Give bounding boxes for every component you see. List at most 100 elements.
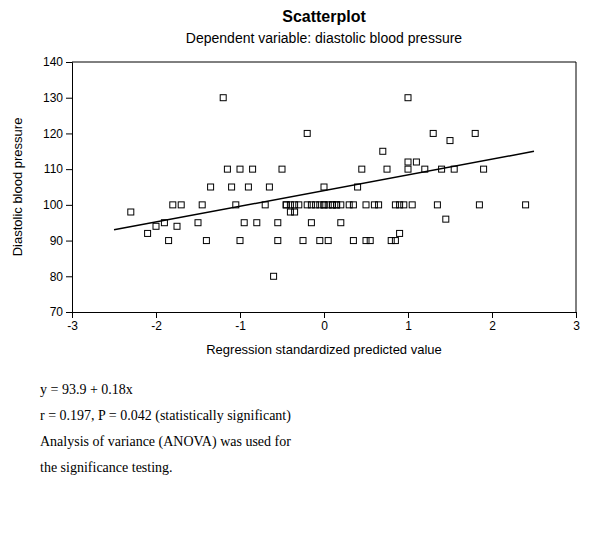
tick-label: -2 — [151, 319, 162, 333]
point — [300, 238, 306, 244]
point — [245, 184, 251, 190]
point — [376, 202, 382, 208]
tick: 2 — [489, 312, 496, 333]
point — [178, 202, 184, 208]
point — [321, 202, 327, 208]
point — [392, 202, 398, 208]
tick-label: -3 — [67, 319, 78, 333]
point — [434, 202, 440, 208]
tick-mark — [66, 98, 72, 99]
tick: 1 — [405, 312, 412, 333]
tick-mark — [408, 312, 409, 318]
marks — [114, 95, 534, 280]
point — [346, 202, 352, 208]
point — [292, 202, 298, 208]
point — [145, 230, 151, 236]
point — [367, 238, 373, 244]
point — [199, 202, 205, 208]
point — [329, 202, 335, 208]
point — [304, 202, 310, 208]
tick-mark — [66, 62, 72, 63]
point — [208, 184, 214, 190]
point — [220, 95, 226, 101]
tick-label: 110 — [44, 162, 63, 176]
frame — [72, 62, 576, 63]
point — [279, 166, 285, 172]
tick-mark — [66, 312, 72, 313]
tick-mark — [324, 312, 325, 318]
point — [266, 184, 272, 190]
point — [325, 238, 331, 244]
point — [401, 202, 407, 208]
point — [413, 159, 419, 165]
tick: 3 — [573, 312, 580, 333]
point — [170, 202, 176, 208]
point — [317, 202, 323, 208]
point — [313, 202, 319, 208]
point — [317, 238, 323, 244]
tick: 140 — [43, 55, 72, 69]
tick-mark — [576, 312, 577, 318]
point — [409, 202, 415, 208]
point — [271, 273, 277, 279]
point — [250, 166, 256, 172]
point — [338, 220, 344, 226]
tick-mark — [492, 312, 493, 318]
point — [304, 130, 310, 136]
tick-mark — [240, 312, 241, 318]
point — [392, 238, 398, 244]
point — [308, 202, 314, 208]
tick: 130 — [43, 91, 72, 105]
point — [363, 202, 369, 208]
subtitle: Dependent variable: diastolic blood pres… — [186, 30, 462, 46]
frame — [576, 62, 577, 312]
annotations: y = 93.9 + 0.18xr = 0.197, P = 0.042 (st… — [40, 382, 291, 475]
point — [325, 202, 331, 208]
annotation: r = 0.197, P = 0.042 (statistically sign… — [40, 408, 291, 424]
annotation: Analysis of variance (ANOVA) was used fo… — [40, 434, 291, 450]
tick: 0 — [321, 312, 328, 333]
tick-mark — [156, 312, 157, 318]
tick-mark — [66, 241, 72, 242]
tick-label: 0 — [321, 319, 328, 333]
tick-mark — [66, 276, 72, 277]
point — [523, 202, 529, 208]
point — [350, 238, 356, 244]
point — [262, 202, 268, 208]
tick-label: 130 — [43, 91, 63, 105]
point — [308, 220, 314, 226]
regression-line — [114, 151, 534, 230]
point — [334, 202, 340, 208]
tick-label: 2 — [489, 319, 496, 333]
point — [287, 202, 293, 208]
point — [472, 130, 478, 136]
tick-mark — [66, 205, 72, 206]
point — [380, 148, 386, 154]
tick: 90 — [50, 234, 72, 248]
point — [224, 166, 230, 172]
tick: 110 — [44, 162, 72, 176]
point — [371, 202, 377, 208]
tick: 120 — [43, 127, 72, 141]
tick-label: 140 — [43, 55, 63, 69]
point — [405, 166, 411, 172]
tick-mark — [66, 169, 72, 170]
tick-label: 100 — [43, 198, 63, 212]
point — [287, 209, 293, 215]
y-axis-label: Diastolic blood pressure — [10, 118, 25, 257]
point — [397, 230, 403, 236]
point — [350, 202, 356, 208]
point — [153, 223, 159, 229]
point — [384, 166, 390, 172]
point — [237, 166, 243, 172]
point — [321, 184, 327, 190]
point — [283, 202, 289, 208]
y-axis: 708090100110120130140 — [43, 55, 73, 319]
plot-area: -3-2-10123708090100110120130140 — [43, 55, 580, 332]
point — [237, 238, 243, 244]
point — [254, 220, 260, 226]
tick-label: -1 — [235, 319, 246, 333]
x-axis: -3 -2 -1 0 1 2 3 — [67, 312, 580, 333]
tick-label: 3 — [573, 319, 580, 333]
tick: 100 — [43, 198, 72, 212]
